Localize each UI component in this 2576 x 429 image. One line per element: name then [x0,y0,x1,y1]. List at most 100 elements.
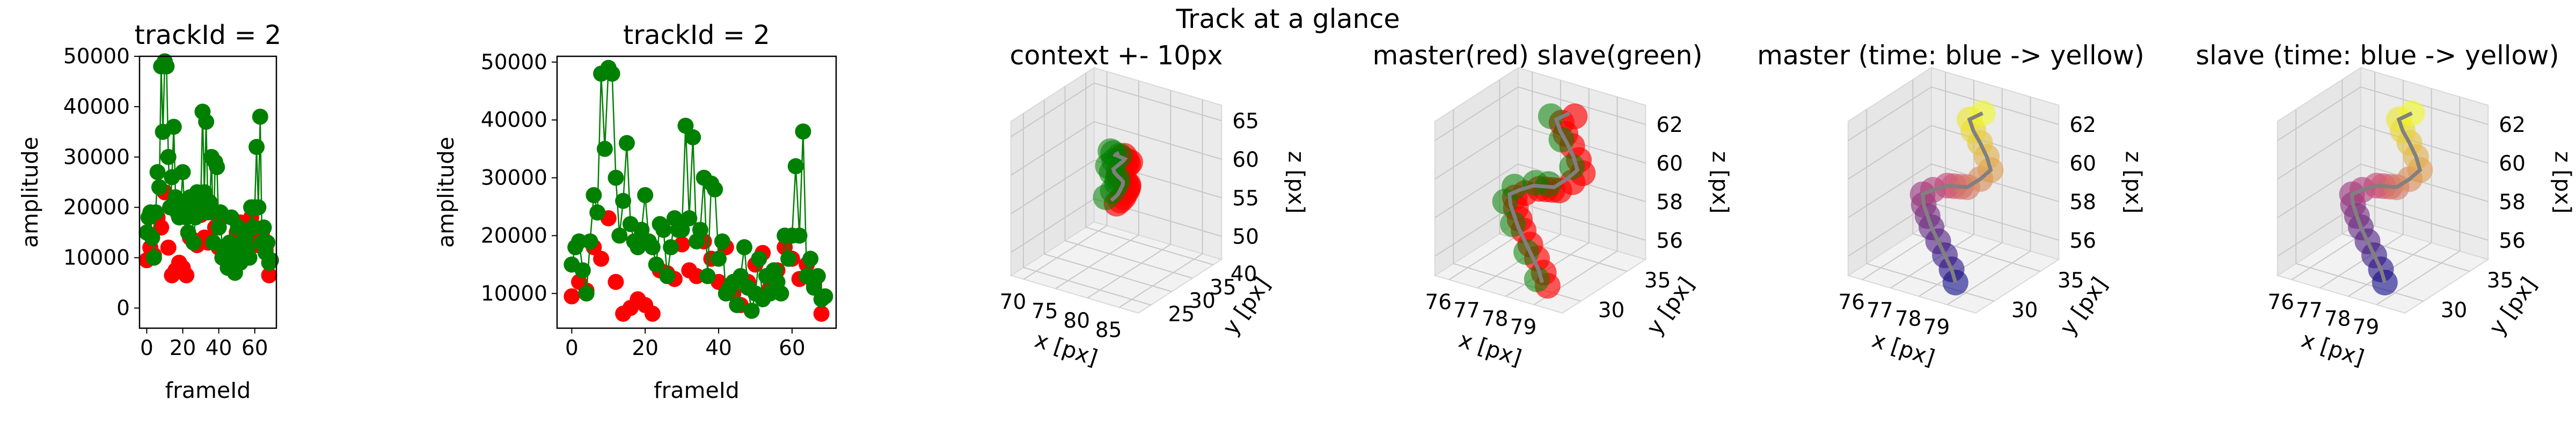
slave-point [1524,266,1550,292]
z-grid-line [1011,121,1222,176]
y-grid-line [1499,79,1628,272]
slave-point [210,219,227,236]
slave-point [648,256,664,273]
slave-point [248,139,265,155]
track-line [2350,111,2423,283]
master-point [178,267,195,284]
y-tick-label: 35 [2058,269,2084,293]
x-tick-label: 0 [140,336,153,360]
chart-title: slave (time: blue -> yellow) [2196,40,2559,71]
slave-point [685,129,701,146]
slave-point [659,268,676,284]
z-grid-line [1848,86,2059,142]
slave-point [145,249,162,266]
x-tick-label: 75 [1031,299,1058,323]
slave-point [174,164,191,180]
x-tick-label: 77 [1867,299,1893,323]
z-tick-label: 56 [2499,229,2526,253]
z-tick-label: 62 [2499,113,2526,137]
z-tick-label: 60 [1656,152,1683,176]
y-tick-label: 10000 [481,282,547,306]
z-axis-label: z [px] [2120,151,2146,214]
z-tick-label: 65 [1232,109,1259,134]
x-tick-label: 77 [2296,299,2323,323]
y-tick-label: 0 [116,296,130,320]
master-point [593,250,610,267]
x-axis-label: frameId [654,378,740,403]
slave-point [1097,138,1124,164]
x-grid-line [1946,97,2031,306]
slave-point [1559,154,1585,180]
slave-point [611,227,628,244]
master-point [813,306,830,322]
master-point [160,239,177,256]
master-point [608,273,624,290]
slave-time-3d-chart: slave (time: blue -> yellow)76 77 78 79x [p… [2196,40,2575,371]
slave-point [255,219,272,236]
y-tick-label: 30 [2011,299,2038,323]
slave-point [185,234,202,251]
z-tick-label: 56 [2069,229,2096,253]
x-tick-label: 60 [241,336,268,360]
slave-point [608,169,624,186]
x-axis-label: frameId [165,378,251,403]
slave-point [571,233,588,250]
master-point [261,267,277,284]
slave-point [799,268,815,284]
x-tick-label: 78 [2324,307,2351,331]
z-grid-line [1435,163,1646,218]
slave-point [633,221,650,238]
master-slave-3d-chart: master(red) slave(green)76 77 78 79x [px]30… [1373,40,1733,371]
z-axis-label: z [px] [1283,151,1309,214]
z-tick-label: 62 [1656,113,1683,137]
slave-point [160,149,177,165]
slave-point [589,204,606,221]
track-line [1110,151,1128,202]
slave-point [205,234,222,251]
z-grid-line [1848,124,2059,180]
y-tick-label: 25 [1168,302,1195,327]
z-tick-label: 62 [2069,113,2096,137]
x-grid-line [1119,99,1203,308]
y-tick-label: 30000 [63,145,130,169]
slave-point [681,210,698,227]
z-tick-label: 55 [1232,187,1259,211]
y-tick-label: 35 [2487,269,2514,293]
side-pane [1010,66,1095,277]
slave-point [791,227,808,244]
plot-frame [556,55,837,329]
z-axis-label: z [px] [2550,151,2575,214]
y-tick-label: 35 [1210,276,1236,300]
x-tick-label: 77 [1453,299,1480,323]
y-tick-label: 35 [1644,269,1671,293]
slave-point [780,250,797,267]
slave-point [201,194,218,211]
y-tick-label: 20000 [481,224,547,248]
y-tick-label: 30000 [481,166,547,190]
slave-point [802,250,819,267]
x-tick-label: 40 [705,336,732,360]
x-tick-label: 79 [1510,315,1537,339]
y-grid-line [1064,86,1193,279]
z-tick-label: 58 [2069,190,2096,214]
z-grid-line [2277,86,2489,142]
slave-point [586,187,602,203]
amplitude-chart-2: trackId = 2 frameId amplitude 0 20 40 60 10000 2… [433,20,837,403]
slave-point [692,221,708,238]
master-point [644,306,661,322]
slave-point [165,119,182,135]
slave-point [773,285,789,302]
y-grid-line [1043,100,1172,292]
y-grid-line [2341,79,2470,272]
slave-point [158,58,175,75]
z-grid-line [1435,124,1646,180]
slave-point [711,250,727,267]
slave-point [714,233,730,250]
x-grid-line [1087,90,1172,299]
x-grid-line [1533,97,1618,306]
slave-point [619,135,635,151]
slave-point [733,268,749,284]
slave-point [250,199,267,216]
